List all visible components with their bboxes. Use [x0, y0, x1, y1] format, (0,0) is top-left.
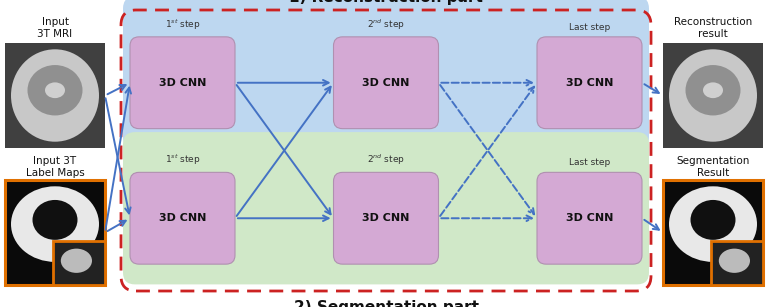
Text: 1$^{st}$ step: 1$^{st}$ step — [164, 17, 200, 32]
Text: 1) Reconstruction part: 1) Reconstruction part — [289, 0, 483, 5]
FancyBboxPatch shape — [663, 43, 763, 148]
Ellipse shape — [28, 65, 82, 115]
Ellipse shape — [669, 49, 757, 142]
FancyBboxPatch shape — [130, 37, 235, 129]
Text: Segmentation
Result: Segmentation Result — [677, 156, 750, 178]
Ellipse shape — [669, 186, 757, 262]
FancyBboxPatch shape — [537, 37, 642, 129]
Ellipse shape — [11, 186, 99, 262]
Ellipse shape — [32, 200, 78, 240]
FancyBboxPatch shape — [537, 172, 642, 264]
Text: Last step: Last step — [569, 23, 610, 32]
Text: 2$^{nd}$ step: 2$^{nd}$ step — [367, 153, 405, 167]
Text: 3D CNN: 3D CNN — [362, 213, 409, 223]
Text: Input
3T MRI: Input 3T MRI — [38, 17, 72, 39]
Ellipse shape — [719, 249, 750, 273]
FancyBboxPatch shape — [130, 172, 235, 264]
Ellipse shape — [61, 249, 92, 273]
Ellipse shape — [690, 200, 736, 240]
FancyBboxPatch shape — [5, 43, 105, 148]
FancyBboxPatch shape — [123, 0, 649, 149]
Text: Input 3T
Label Maps: Input 3T Label Maps — [25, 156, 84, 178]
Text: 3D CNN: 3D CNN — [159, 213, 206, 223]
FancyBboxPatch shape — [333, 172, 439, 264]
Text: 2$^{nd}$ step: 2$^{nd}$ step — [367, 17, 405, 32]
FancyBboxPatch shape — [663, 180, 763, 285]
Text: 3D CNN: 3D CNN — [566, 78, 613, 88]
Text: 3D CNN: 3D CNN — [159, 78, 206, 88]
Text: 2) Segmentation part: 2) Segmentation part — [293, 300, 478, 307]
FancyBboxPatch shape — [333, 37, 439, 129]
Ellipse shape — [703, 82, 723, 98]
FancyBboxPatch shape — [5, 180, 105, 285]
FancyBboxPatch shape — [711, 241, 763, 285]
FancyBboxPatch shape — [123, 132, 649, 284]
Text: 3D CNN: 3D CNN — [362, 78, 409, 88]
FancyBboxPatch shape — [53, 241, 105, 285]
Text: 3D CNN: 3D CNN — [566, 213, 613, 223]
Text: Last step: Last step — [569, 158, 610, 167]
Ellipse shape — [686, 65, 740, 115]
Text: Reconstruction
result: Reconstruction result — [674, 17, 752, 39]
Ellipse shape — [45, 82, 65, 98]
Text: 1$^{st}$ step: 1$^{st}$ step — [164, 153, 200, 167]
Ellipse shape — [11, 49, 99, 142]
